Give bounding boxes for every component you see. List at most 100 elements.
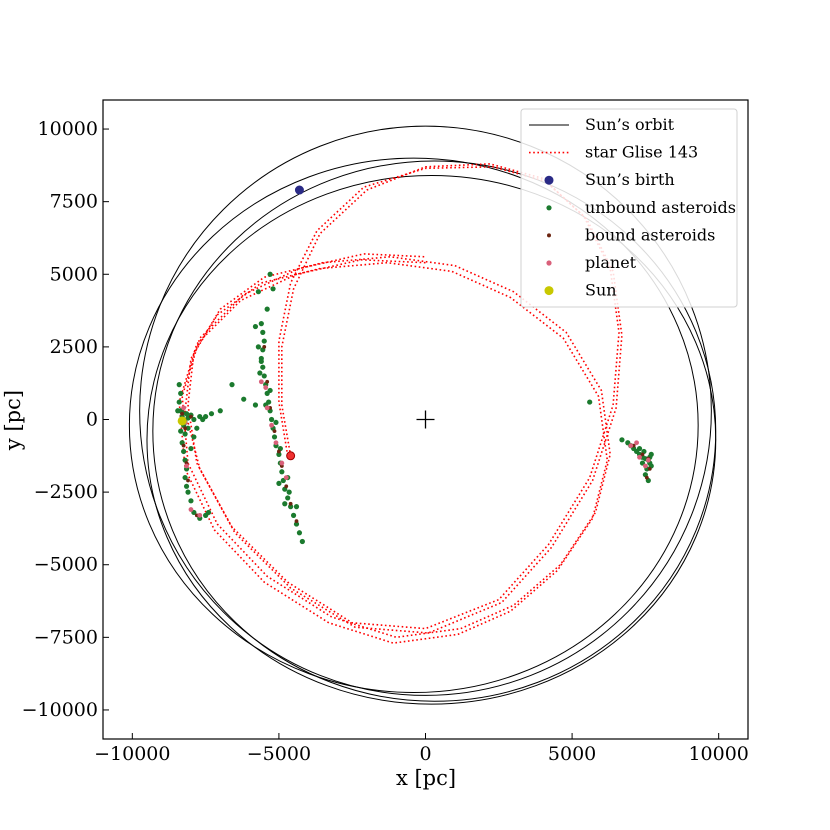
unbound-asteroid-point <box>257 370 263 376</box>
x-tick-label: −10000 <box>94 743 170 765</box>
planet-point <box>263 385 269 390</box>
unbound-asteroid-point <box>241 396 247 402</box>
unbound-asteroid-point <box>296 530 303 536</box>
unbound-asteroid-point <box>191 416 197 423</box>
bound-asteroid-point <box>284 484 289 489</box>
legend-handle-marker <box>547 233 551 238</box>
planet-point <box>264 405 270 411</box>
legend: Sun’s orbit star Glise 143 Sun’s birth unbo… <box>520 108 738 308</box>
unbound-asteroid-point <box>181 448 187 455</box>
unbound-asteroid-point <box>273 419 279 426</box>
unbound-asteroid-point <box>217 408 223 414</box>
unbound-asteroid-point <box>191 434 197 440</box>
unbound-asteroid-point <box>208 411 215 417</box>
unbound-asteroid-point <box>258 321 264 327</box>
y-tick-label: 0 <box>86 409 98 431</box>
unbound-asteroid-point <box>185 425 191 431</box>
unbound-asteroid-point <box>293 521 300 527</box>
star-current-position <box>286 451 296 461</box>
unbound-asteroid-point <box>176 399 182 405</box>
bound-asteroid-point <box>181 443 186 448</box>
unbound-asteroid-point <box>183 483 190 489</box>
unbound-asteroid-point <box>648 451 654 457</box>
sun-marker <box>177 416 187 426</box>
unbound-asteroid-point <box>194 425 200 431</box>
unbound-asteroid-point <box>636 445 643 452</box>
y-tick-label: 7500 <box>50 191 98 213</box>
unbound-asteroid-point <box>205 509 212 516</box>
unbound-asteroid-point <box>285 495 291 501</box>
planet-point <box>634 440 639 446</box>
sun-orbit-loop-4 <box>146 175 717 705</box>
legend-label: star Glise 143 <box>585 143 698 162</box>
unbound-asteroid-point <box>252 323 259 330</box>
unbound-asteroid-point <box>178 428 184 434</box>
planet-point <box>184 463 189 469</box>
bound-asteroid-point <box>265 379 270 384</box>
unbound-asteroid-point <box>286 489 292 495</box>
bound-asteroid-point <box>288 501 293 506</box>
unbound-asteroid-point <box>175 408 181 414</box>
unbound-asteroid-point <box>229 382 235 388</box>
unbound-asteroid-point <box>276 451 282 457</box>
unbound-asteroid-point <box>261 373 267 379</box>
unbound-asteroid-point <box>252 402 259 408</box>
legend-label: planet <box>585 253 637 272</box>
legend-handle-marker <box>546 260 552 266</box>
y-axis-label: y [pc] <box>1 390 25 451</box>
unbound-asteroid-point <box>276 480 282 486</box>
unbound-asteroid-point <box>270 286 276 292</box>
y-tick-label: −2500 <box>34 481 98 503</box>
legend-label: Sun <box>585 281 617 300</box>
unbound-asteroid-point <box>288 504 294 510</box>
legend-handle-marker <box>546 205 552 211</box>
planet-point <box>279 460 285 466</box>
planet-point <box>197 512 203 518</box>
planet-point <box>283 475 289 480</box>
star-orbit-path-2 <box>178 166 623 644</box>
unbound-asteroid-point <box>183 411 190 417</box>
unbound-asteroid-point <box>188 445 194 452</box>
sun-orbit-loop-3 <box>128 157 699 694</box>
unbound-asteroid-point <box>258 358 264 365</box>
unbound-asteroid-point <box>261 338 267 344</box>
y-tick-label: 5000 <box>50 263 98 285</box>
unbound-asteroid-point <box>587 399 593 405</box>
unbound-asteroid-point <box>267 387 273 394</box>
unbound-asteroid-point <box>299 538 305 545</box>
unbound-asteroid-point <box>279 469 285 475</box>
unbound-asteroid-point <box>178 390 184 396</box>
legend-label: Sun’s orbit <box>585 115 675 134</box>
x-tick-label: 0 <box>419 743 431 765</box>
planet-point <box>273 440 279 446</box>
x-tick-label: 5000 <box>548 743 596 765</box>
bound-asteroid-point <box>183 426 187 431</box>
bound-asteroid-point <box>277 449 281 454</box>
planet-point <box>637 454 642 460</box>
sun-orbit-loop-1 <box>139 125 712 696</box>
bound-asteroid-point <box>272 429 277 434</box>
unbound-asteroid-point <box>260 364 266 370</box>
planet-point <box>269 422 274 428</box>
x-tick-label: 10000 <box>688 743 748 765</box>
bound-asteroid-point <box>294 519 299 524</box>
y-tick-label: −10000 <box>22 699 98 721</box>
bound-asteroid-point <box>644 475 649 480</box>
unbound-asteroid-point <box>268 416 275 423</box>
unbound-asteroid-point <box>293 504 300 510</box>
unbound-asteroid-point <box>271 434 278 440</box>
unbound-asteroid-point <box>619 437 625 443</box>
unbound-asteroid-point <box>200 416 206 423</box>
planet-point <box>642 463 648 469</box>
planet-point <box>258 379 264 385</box>
y-tick-label: −7500 <box>34 626 98 648</box>
unbound-asteroid-point <box>290 512 297 518</box>
x-axis-label: x [pc] <box>396 766 456 790</box>
unbound-asteroid-point <box>182 474 188 481</box>
bound-asteroid-point <box>640 452 645 457</box>
sun-birth-marker <box>294 185 304 195</box>
planet-point <box>181 405 187 411</box>
legend-label: bound asteroids <box>585 225 715 244</box>
axes: −10000 −5000 0 5000 10000 −10000 −7500 −5000 −25… <box>22 99 749 765</box>
